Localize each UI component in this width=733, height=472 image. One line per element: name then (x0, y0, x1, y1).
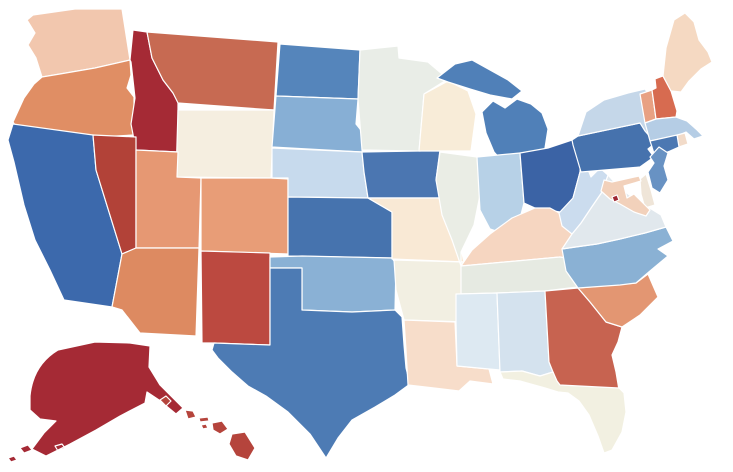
state-new-mexico[interactable] (200, 250, 271, 346)
state-florida[interactable] (499, 370, 627, 454)
state-mississippi[interactable] (455, 292, 501, 371)
state-maine[interactable] (662, 12, 713, 93)
state-alabama[interactable] (496, 290, 554, 377)
state-kansas[interactable] (287, 196, 393, 259)
state-wisconsin[interactable] (418, 80, 477, 152)
state-alaska[interactable] (7, 341, 184, 463)
state-wyoming[interactable] (175, 109, 275, 179)
state-iowa[interactable] (361, 149, 444, 199)
state-colorado[interactable] (200, 177, 289, 255)
state-texas[interactable] (211, 267, 411, 459)
state-new-jersey[interactable] (647, 146, 669, 194)
state-hawaii[interactable] (159, 395, 256, 461)
state-maryland[interactable] (600, 175, 651, 217)
state-delaware[interactable] (639, 173, 656, 209)
state-montana[interactable] (146, 31, 279, 111)
state-district-of-columbia[interactable] (611, 194, 620, 203)
state-arkansas[interactable] (393, 259, 467, 323)
state-michigan[interactable] (436, 59, 552, 168)
state-south-dakota[interactable] (271, 95, 365, 153)
state-north-dakota[interactable] (275, 43, 361, 100)
state-arizona[interactable] (111, 247, 200, 337)
state-minnesota[interactable] (357, 45, 449, 152)
